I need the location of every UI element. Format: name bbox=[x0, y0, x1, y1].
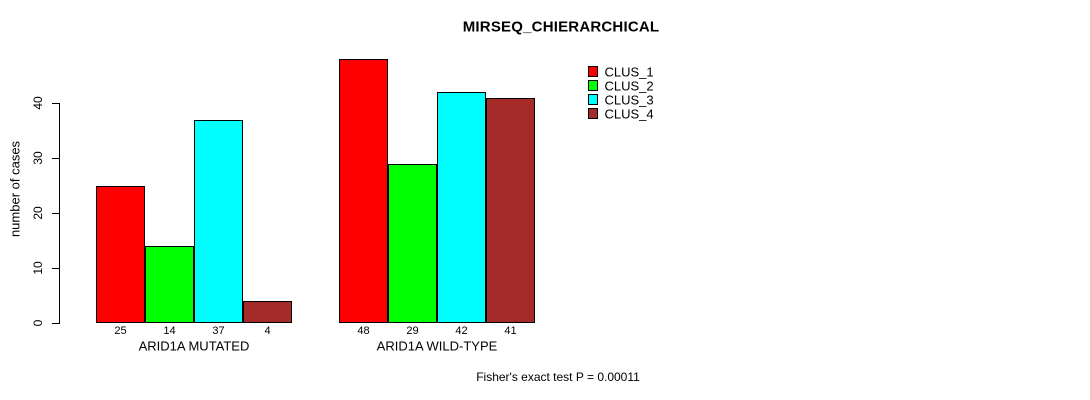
y-axis-tick-label: 40 bbox=[30, 96, 45, 110]
y-axis-tick bbox=[52, 323, 59, 324]
legend-swatch-clus-2 bbox=[587, 80, 598, 91]
y-axis-tick-label: 30 bbox=[30, 151, 45, 165]
x-category-label-arid1a-wild-type: ARID1A WILD-TYPE bbox=[376, 338, 498, 354]
y-axis-tick bbox=[52, 158, 59, 159]
x-category-label-arid1a-mutated: ARID1A MUTATED bbox=[138, 338, 250, 354]
bar-clus-4-arid1a-wild-type bbox=[486, 97, 535, 323]
y-axis-tick bbox=[52, 103, 59, 104]
bar-value-label-clus-4-arid1a-mutated: 4 bbox=[264, 324, 271, 337]
bar-clus-3-arid1a-mutated bbox=[194, 119, 243, 323]
legend-swatch-clus-4 bbox=[587, 108, 598, 119]
legend-label-clus-1: CLUS_1 bbox=[604, 64, 654, 79]
bar-value-label-clus-4-arid1a-wild-type: 41 bbox=[504, 324, 517, 337]
y-axis-tick bbox=[52, 268, 59, 269]
legend-label-clus-2: CLUS_2 bbox=[604, 78, 654, 93]
y-axis-tick bbox=[52, 213, 59, 214]
y-axis-tick-label: 10 bbox=[30, 261, 45, 275]
bar-value-label-clus-1-arid1a-mutated: 25 bbox=[114, 324, 127, 337]
legend-label-clus-4: CLUS_4 bbox=[604, 106, 654, 121]
chart-title: MIRSEQ_CHIERARCHICAL bbox=[462, 18, 660, 36]
bar-clus-1-arid1a-mutated bbox=[96, 185, 145, 323]
y-axis-line bbox=[59, 103, 60, 324]
bar-clus-3-arid1a-wild-type bbox=[437, 92, 486, 323]
bar-value-label-clus-2-arid1a-mutated: 14 bbox=[163, 324, 176, 337]
y-axis-label: number of cases bbox=[7, 140, 23, 238]
y-axis-tick-label: 20 bbox=[30, 206, 45, 220]
legend-swatch-clus-3 bbox=[587, 94, 598, 105]
legend-label-clus-3: CLUS_3 bbox=[604, 92, 654, 107]
bar-value-label-clus-3-arid1a-mutated: 37 bbox=[212, 324, 225, 337]
bar-clus-2-arid1a-mutated bbox=[145, 246, 194, 323]
bar-clus-4-arid1a-mutated bbox=[243, 301, 292, 323]
bar-value-label-clus-2-arid1a-wild-type: 29 bbox=[406, 324, 419, 337]
legend-swatch-clus-1 bbox=[587, 66, 598, 77]
bar-clus-1-arid1a-wild-type bbox=[339, 59, 388, 323]
caption-fishers-test: Fisher's exact test P = 0.00011 bbox=[476, 370, 640, 384]
bar-value-label-clus-1-arid1a-wild-type: 48 bbox=[357, 324, 370, 337]
y-axis-tick-label: 0 bbox=[30, 319, 45, 327]
bar-clus-2-arid1a-wild-type bbox=[388, 163, 437, 323]
bar-value-label-clus-3-arid1a-wild-type: 42 bbox=[455, 324, 468, 337]
